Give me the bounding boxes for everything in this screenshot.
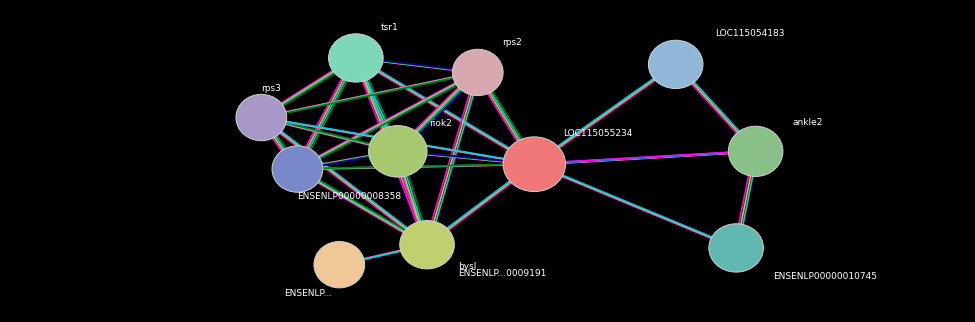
Text: tsr1: tsr1 [380,23,398,32]
Text: ENSENLP00000008358: ENSENLP00000008358 [297,192,402,201]
Text: ankle2: ankle2 [793,118,823,127]
Ellipse shape [236,94,287,141]
Text: rps3: rps3 [261,84,281,93]
Ellipse shape [452,49,503,96]
Ellipse shape [648,40,703,89]
Ellipse shape [709,224,763,272]
Text: ENSENLP...0009191: ENSENLP...0009191 [458,269,547,278]
Ellipse shape [272,146,323,192]
Text: ENSENLP00000010745: ENSENLP00000010745 [773,272,878,281]
Text: bysl: bysl [458,262,477,271]
Ellipse shape [728,126,783,176]
Ellipse shape [314,242,365,288]
Text: LOC115055234: LOC115055234 [564,129,633,138]
Ellipse shape [369,126,427,177]
Text: LOC115054183: LOC115054183 [715,29,784,38]
Ellipse shape [400,221,454,269]
Ellipse shape [503,137,566,192]
Text: riok2: riok2 [429,119,451,128]
Text: rps2: rps2 [502,38,522,47]
Ellipse shape [329,34,383,82]
Text: ENSENLP...: ENSENLP... [284,289,332,298]
